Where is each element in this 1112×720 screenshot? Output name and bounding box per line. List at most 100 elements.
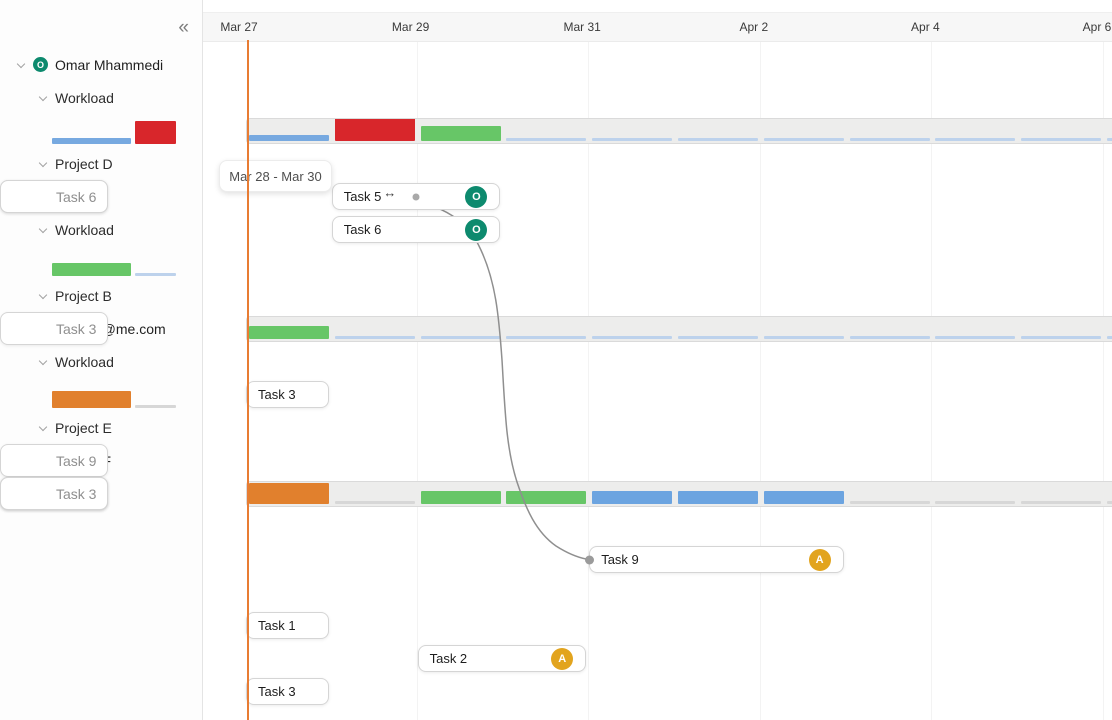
chevron-down-icon[interactable] <box>39 291 48 300</box>
task-label: Task 3 <box>56 485 97 502</box>
capacity-line <box>1107 138 1112 141</box>
capacity-line <box>935 501 1016 504</box>
assignee-badge: A <box>551 647 574 670</box>
capacity-line <box>334 501 415 504</box>
workload-day-bar <box>249 326 329 339</box>
workload-day-bar <box>249 135 329 141</box>
task-label: Task 6 <box>343 222 382 237</box>
task-bar-task-6-row5[interactable]: Task 6 O <box>331 216 501 243</box>
capacity-line <box>506 138 587 141</box>
capacity-line <box>849 336 930 339</box>
timeline-date-label: Mar 29 <box>391 20 430 34</box>
collapse-sidebar-button[interactable]: « <box>178 18 189 37</box>
project-label: Project B <box>55 287 112 304</box>
capacity-line <box>1021 336 1102 339</box>
collapse-icon: « <box>178 17 189 38</box>
sidebar-item-task-3[interactable]: Task 3 <box>0 477 109 510</box>
chevron-down-icon[interactable] <box>39 225 48 234</box>
workload-row-band <box>246 118 1112 144</box>
capacity-line <box>334 336 415 339</box>
sidebar-item-workload[interactable]: Workload <box>0 213 202 246</box>
task-label: Task 1 <box>258 618 296 633</box>
sidebar-item-workload[interactable]: Workload <box>0 345 202 378</box>
sidebar-item-project-b[interactable]: Project B <box>0 279 202 312</box>
workload-day-bar <box>334 119 415 141</box>
capacity-line <box>1021 501 1102 504</box>
workload-mini-bar <box>52 263 131 276</box>
workload-day-bar <box>763 491 844 504</box>
task-label: Task 3 <box>56 320 97 337</box>
date-range-tooltip: Mar 28 - Mar 30 <box>219 160 332 192</box>
task-label: Task 2 <box>429 651 468 666</box>
timeline-date-label: Mar 27 <box>220 20 258 34</box>
sidebar-item-task-9[interactable]: Task 9 <box>0 444 109 477</box>
task-bar-task-9-row15[interactable]: Task 9 A <box>585 546 844 573</box>
sidebar-item-workload[interactable]: Workload <box>0 81 202 114</box>
timeline-header: Mar 27 Mar 29 Mar 31 Apr 2 Apr 4 Apr 6 <box>203 12 1112 42</box>
tooltip-text: Mar 28 - Mar 30 <box>229 168 322 184</box>
chevron-down-icon[interactable] <box>39 93 48 102</box>
workload-day-bar <box>420 491 501 504</box>
capacity-line <box>1107 336 1112 339</box>
workload-day-bar <box>249 483 329 504</box>
capacity-line <box>763 138 844 141</box>
sidebar-item-project-e[interactable]: Project E <box>0 411 202 444</box>
capacity-line <box>678 336 758 339</box>
workload-row-band <box>246 316 1112 342</box>
task-bar-task-3-row10[interactable]: Task 3 <box>246 381 329 408</box>
capacity-line <box>849 501 930 504</box>
chevron-down-icon[interactable] <box>39 423 48 432</box>
sidebar-item-task-6[interactable]: Task 6 <box>0 180 109 213</box>
task-bar-task-1-row17[interactable]: Task 1 <box>246 612 329 639</box>
project-label: Project D <box>55 155 113 172</box>
resize-cursor-icon: ↔ <box>383 185 397 200</box>
project-label: Project E <box>55 419 112 436</box>
capacity-line <box>592 336 673 339</box>
capacity-line <box>506 336 587 339</box>
gridline <box>588 40 590 720</box>
member-label: Omar Mhammedi <box>55 56 164 73</box>
task-label: Task 5 <box>343 189 382 204</box>
capacity-line <box>592 138 673 141</box>
sidebar-item-project-d[interactable]: Project D <box>0 147 202 180</box>
timeline-date-label: Apr 2 <box>739 20 769 34</box>
today-marker-line <box>247 40 249 720</box>
section-label: Workload <box>55 221 114 238</box>
chevron-down-icon[interactable] <box>17 60 26 69</box>
workload-mini-bar <box>135 273 176 276</box>
task-label: Task 3 <box>258 684 296 699</box>
dependency-endpoint-dot <box>585 555 595 564</box>
sidebar-item-task-3[interactable]: Task 3 <box>0 312 109 345</box>
gridline <box>1103 40 1104 720</box>
avatar: O <box>33 57 48 72</box>
task-bar-task-2-row18[interactable]: Task 2 A <box>417 645 587 672</box>
capacity-line <box>935 138 1016 141</box>
section-label: Workload <box>55 89 114 106</box>
task-bar-task-3-row19[interactable]: Task 3 <box>246 678 329 705</box>
workload-mini-bar <box>52 391 131 408</box>
capacity-line <box>1021 138 1102 141</box>
workload-mini-chart <box>0 378 202 411</box>
workload-mini-bar <box>135 405 176 408</box>
capacity-line <box>420 336 501 339</box>
drag-handle-dot[interactable] <box>412 193 420 200</box>
workload-mini-chart <box>0 246 202 279</box>
gridline <box>931 40 933 720</box>
chevron-down-icon[interactable] <box>39 357 48 366</box>
capacity-line <box>849 138 930 141</box>
timeline-date-label: Mar 31 <box>563 20 601 34</box>
workload-day-bar <box>678 491 758 504</box>
section-label: Workload <box>55 353 114 370</box>
workload-mini-bar <box>52 138 131 144</box>
chevron-down-icon[interactable] <box>39 159 48 168</box>
capacity-line <box>678 138 758 141</box>
timeline-date-label: Apr 6 <box>1082 20 1112 34</box>
workload-day-bar <box>592 491 673 504</box>
sidebar-member-omar-mhammedi[interactable]: O Omar Mhammedi <box>0 48 202 81</box>
task-bar-task-5-row4[interactable]: Task 5 ↔ O <box>331 183 501 210</box>
capacity-line <box>1107 501 1112 504</box>
workload-row-band <box>246 481 1112 507</box>
capacity-line <box>935 336 1016 339</box>
